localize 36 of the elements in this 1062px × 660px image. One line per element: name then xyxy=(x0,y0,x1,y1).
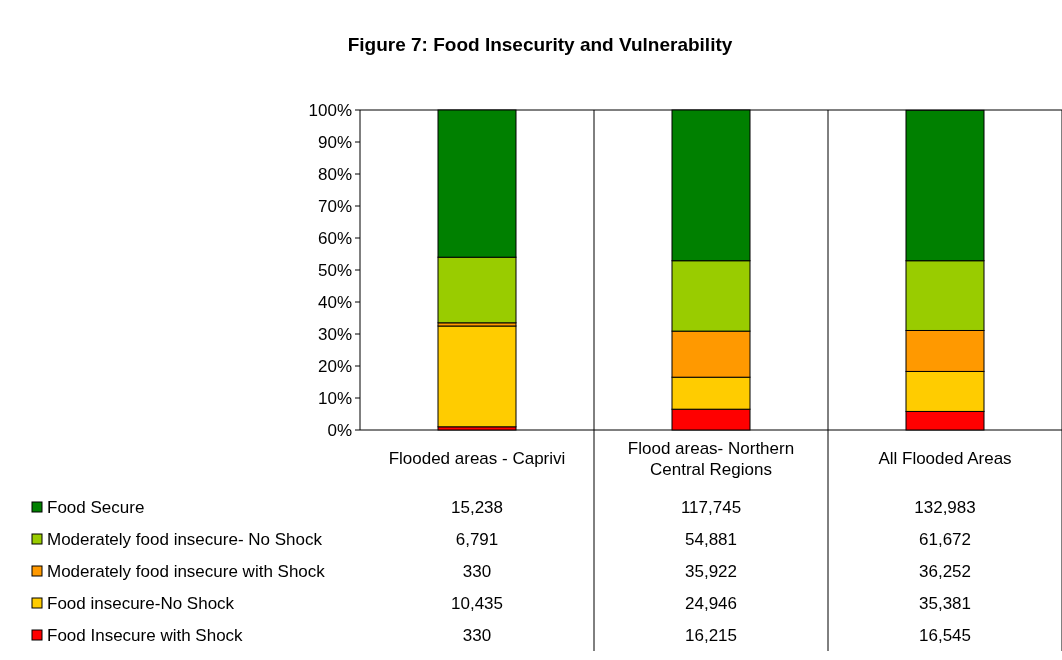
text: 15,238 xyxy=(451,497,503,517)
y-tick-label: 30% xyxy=(317,324,352,344)
y-tick-label: 0% xyxy=(327,420,352,440)
text: 61,672 xyxy=(919,529,971,549)
text: 24,946 xyxy=(685,593,737,613)
text: 10,435 xyxy=(451,593,503,613)
text: 16,215 xyxy=(685,625,737,645)
text: 35,922 xyxy=(685,561,737,581)
y-tick-label: 60% xyxy=(317,228,352,248)
y-tick-label: 100% xyxy=(308,100,352,120)
chart-title: Figure 7: Food Insecurity and Vulnerability xyxy=(347,34,733,55)
legend-label: Food Insecure with Shock xyxy=(47,625,244,645)
legend-label: Food Secure xyxy=(47,497,145,517)
text: 6,791 xyxy=(455,529,499,549)
text: 132,983 xyxy=(914,497,976,517)
text: 54,881 xyxy=(685,529,737,549)
y-tick-label: 90% xyxy=(317,132,352,152)
text: 36,252 xyxy=(919,561,971,581)
y-tick-label: 80% xyxy=(317,164,352,184)
text: 16,545 xyxy=(919,625,971,645)
legend-label: Moderately food insecure- No Shock xyxy=(47,529,323,549)
bar xyxy=(437,325,517,428)
x-tick-label: Flood areas- Northern Central Regions xyxy=(627,438,795,479)
legend-label: Moderately food insecure with Shock xyxy=(47,561,326,581)
legend-label: Food insecure-No Shock xyxy=(47,593,235,613)
text: 330 xyxy=(462,561,492,581)
y-tick-label: 40% xyxy=(317,292,352,312)
text: 35,381 xyxy=(919,593,971,613)
y-tick-label: 70% xyxy=(317,196,352,216)
y-tick-label: 10% xyxy=(317,388,352,408)
x-tick-label: Flooded areas - Caprivi xyxy=(388,448,566,468)
y-tick-label: 50% xyxy=(317,260,352,280)
text: 117,745 xyxy=(680,497,742,517)
text: 330 xyxy=(462,625,492,645)
x-tick-label: All Flooded Areas xyxy=(878,448,1012,468)
y-tick-label: 20% xyxy=(317,356,352,376)
